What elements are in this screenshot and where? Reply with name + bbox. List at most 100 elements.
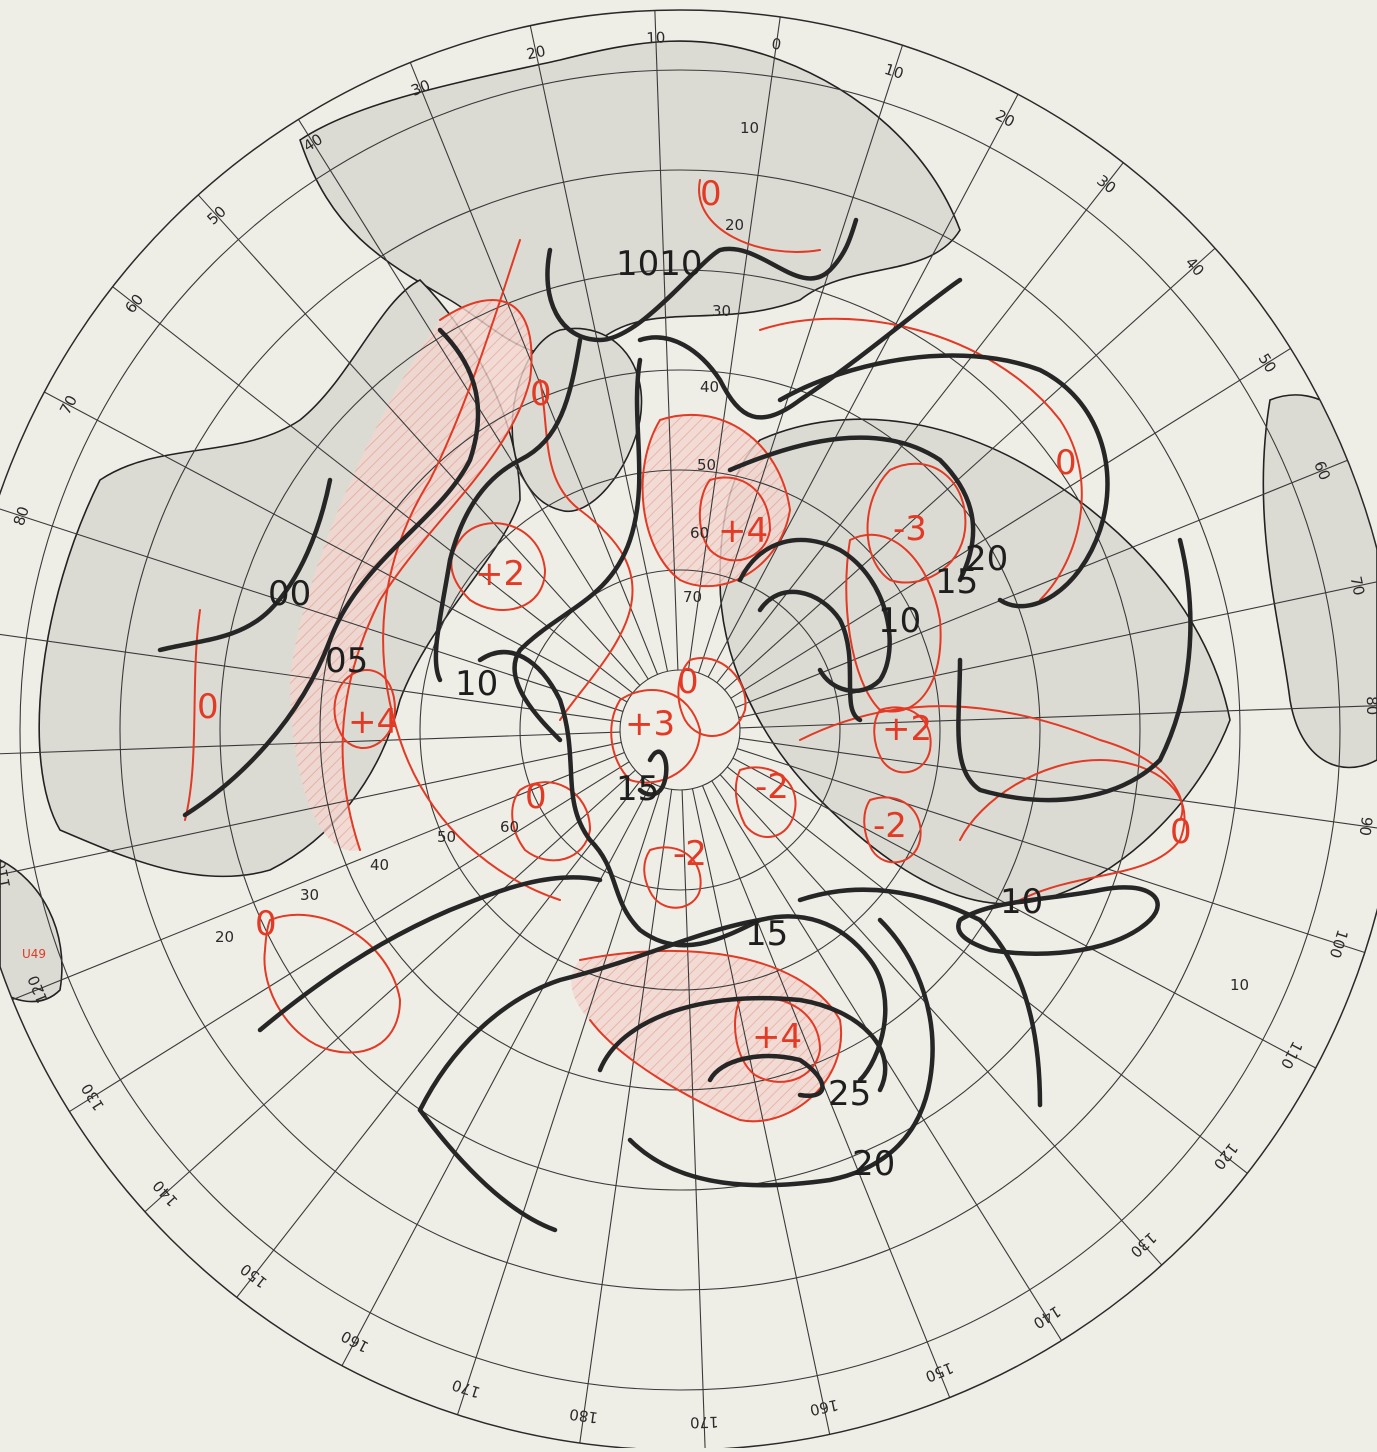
isobar-label: 20 [965,539,1008,579]
meridian-label: 0 [770,35,782,54]
anomaly-label: +4 [348,702,398,742]
meridian-line [236,776,644,1298]
land-africa-edge [0,858,63,1003]
meridian-line [69,761,630,1113]
isobar-labels: 1010 00 05 10 15 20 15 10 20 25 20 15 10 [268,244,1043,1184]
anomaly-shading [290,300,842,1122]
isobar-label: 20 [852,1144,895,1184]
meridian-line [698,45,904,674]
anomaly-contours [184,179,1186,1123]
meridian-label: 180 [568,1405,599,1427]
anomaly-labels: 0 0 +2 +4 0 +4 -3 0 +3 0 -2 -2 -2 +2 0 0… [197,174,1192,1057]
meridian-line [297,119,649,680]
anomaly-label: +4 [718,511,768,551]
isobar-label: 1010 [616,244,703,284]
meridian-line [719,774,1163,1266]
meridian-label: 160 [808,1396,840,1420]
meridian-label: 80 [1363,696,1377,716]
isobar-label: 15 [745,914,788,954]
lat-label: 40 [370,856,389,874]
isobar-label: 15 [616,769,659,809]
meridian-label: 90 [0,623,4,644]
meridian-label: 10 [882,60,906,83]
meridian-line [0,741,622,881]
isobar-label: 10 [455,664,498,704]
meridian-line [0,731,621,756]
anomaly-label: 0 [255,904,277,944]
lat-label: 60 [690,524,709,542]
anomaly-label: +4 [752,1017,802,1057]
anomaly-label: 0 [1055,443,1077,483]
anomaly-label: -3 [893,509,927,549]
meridian-line [738,579,1377,719]
isobar-label: 15 [935,562,978,602]
lat-label: 60 [500,818,519,836]
lat-label: 10 [740,119,759,137]
lat-label: 40 [700,378,719,396]
meridian-line [409,62,659,675]
lat-label: 50 [437,828,456,846]
isobar-label: 10 [1000,882,1043,922]
meridian-line [456,786,662,1415]
meridian-line [724,247,1216,691]
meridian-line [681,789,706,1450]
meridian-line [197,194,641,686]
isobar-label: 25 [828,1074,871,1114]
meridian-line [691,788,831,1435]
meridian-label: 20 [525,42,547,64]
land-asia [719,418,1231,905]
meridian-line [707,94,1019,678]
isobar-label: 00 [268,574,311,614]
anomaly-label: -2 [873,806,907,846]
meridian-line [44,391,628,703]
anomaly-label: 0 [197,687,219,727]
meridian-line [735,459,1348,709]
meridian-line [730,347,1291,699]
meridian-line [716,162,1124,684]
anomaly-label: 0 [1170,812,1192,852]
lat-label: 20 [215,928,234,946]
meridian-line [579,789,673,1444]
lat-label: 70 [683,588,702,606]
lat-label: 30 [712,302,731,320]
meridian-line [739,704,1377,729]
meridian-line [687,16,781,671]
lat-label: 50 [697,456,716,474]
meridian-line [726,766,1248,1174]
anomaly-label: +2 [475,554,525,594]
meridian-label: 30 [408,76,432,100]
meridian-line [529,25,669,672]
anomaly-label: -2 [755,767,789,807]
anomaly-label: 0 [530,374,552,414]
meridian-line [736,748,1365,954]
meridian-line [12,751,625,1001]
meridian-label: 170 [690,1413,719,1432]
lat-label: 30 [300,886,319,904]
meridian-label: 80 [10,504,33,528]
isobars [157,217,1193,1233]
isobar-label: 05 [325,641,368,681]
meridian-line [144,769,636,1213]
lat-label: 10 [1230,976,1249,994]
meridian-line [0,629,621,723]
latitude-labels: 10 20 30 40 50 60 70 60 50 40 30 20 10 [215,119,1249,994]
meridian-label: 90 [1356,816,1376,837]
meridian-label: 70 [1347,575,1369,597]
meridian-line [701,785,951,1398]
anomaly-label: -2 [673,834,707,874]
meridian-line [739,737,1377,831]
latitude-circles [19,69,1341,1391]
lat-label: 20 [725,216,744,234]
meridian-line [112,286,634,694]
anomaly-label: +2 [882,709,932,749]
meridian-line [732,757,1316,1069]
isobar-label: 10 [878,601,921,641]
anomaly-label: +3 [625,704,675,744]
anomaly-label: 0 [700,174,722,214]
meridian-line [0,506,624,712]
anomaly-label: 0 [525,777,547,817]
anomaly-label: 0 [677,662,699,702]
meridian-label: 60 [1310,458,1334,482]
